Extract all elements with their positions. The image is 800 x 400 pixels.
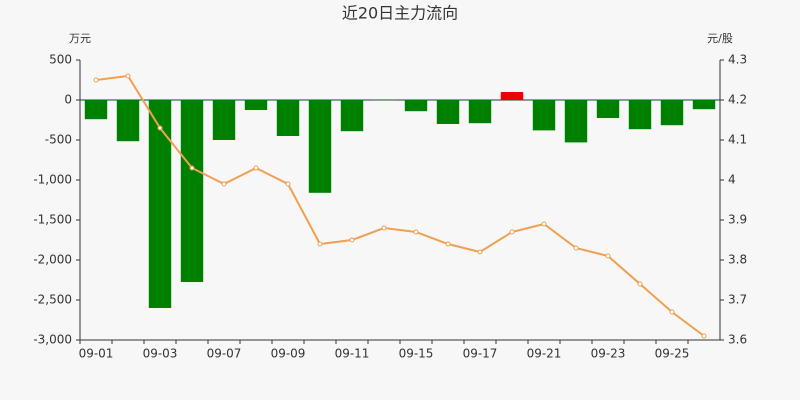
x-tick-label: 09-03 (143, 347, 178, 361)
x-tick-label: 09-17 (463, 347, 498, 361)
y-tick-label: -2,500 (33, 293, 72, 307)
y2-tick-label: 3.7 (728, 293, 747, 307)
bar (148, 100, 172, 308)
bar (180, 100, 204, 282)
price-point (541, 221, 547, 227)
price-point (605, 253, 611, 259)
bar (660, 100, 684, 126)
bar (436, 100, 460, 124)
y2-tick-label: 3.9 (728, 213, 747, 227)
y-tick-label: -1,500 (33, 213, 72, 227)
y2-tick-label: 4.2 (728, 93, 747, 107)
price-point (573, 245, 579, 251)
bar (308, 100, 332, 193)
price-point (445, 241, 451, 247)
x-tick-label: 09-01 (79, 347, 114, 361)
x-tick-label: 09-09 (271, 347, 306, 361)
y2-axis-label: 元/股 (707, 32, 733, 45)
bar (340, 100, 364, 132)
x-tick-label: 09-23 (591, 347, 626, 361)
y-tick-label: 0 (64, 93, 72, 107)
price-point (221, 181, 227, 187)
price-point (637, 281, 643, 287)
y2-tick-label: 3.8 (728, 253, 747, 267)
bar (692, 100, 716, 110)
bar (468, 100, 492, 124)
y2-tick-label: 3.6 (728, 333, 747, 347)
y2-tick-label: 4.1 (728, 133, 747, 147)
price-point (701, 333, 707, 339)
x-tick-label: 09-25 (655, 347, 690, 361)
bar (564, 100, 588, 143)
price-point (669, 309, 675, 315)
bar (596, 100, 620, 118)
price-point (157, 125, 163, 131)
price-point (509, 229, 515, 235)
price-point (317, 241, 323, 247)
bar (276, 100, 300, 136)
x-tick-label: 09-07 (207, 347, 242, 361)
bar (116, 100, 140, 142)
price-point (253, 165, 259, 171)
y-tick-label: 500 (49, 53, 72, 67)
bar (628, 100, 652, 130)
price-point (381, 225, 387, 231)
x-tick-label: 09-11 (335, 347, 370, 361)
price-point (477, 249, 483, 255)
bar (532, 100, 556, 131)
price-point (413, 229, 419, 235)
price-point (285, 181, 291, 187)
y-tick-label: -1,000 (33, 173, 72, 187)
bar (500, 92, 524, 100)
x-tick-label: 09-21 (527, 347, 562, 361)
y-tick-label: -3,000 (33, 333, 72, 347)
y2-tick-label: 4.3 (728, 53, 747, 67)
bar (244, 100, 268, 110)
chart-title: 近20日主力流向 (342, 4, 458, 23)
x-tick-label: 09-15 (399, 347, 434, 361)
price-point (125, 73, 131, 79)
price-point (93, 77, 99, 83)
bar (404, 100, 428, 112)
bar (84, 100, 108, 120)
y-axis-label: 万元 (69, 32, 91, 45)
price-point (189, 165, 195, 171)
bar (212, 100, 236, 140)
price-point (349, 237, 355, 243)
y-tick-label: -500 (45, 133, 72, 147)
y-tick-label: -2,000 (33, 253, 72, 267)
price-line (95, 74, 705, 337)
y2-tick-label: 4 (728, 173, 736, 187)
